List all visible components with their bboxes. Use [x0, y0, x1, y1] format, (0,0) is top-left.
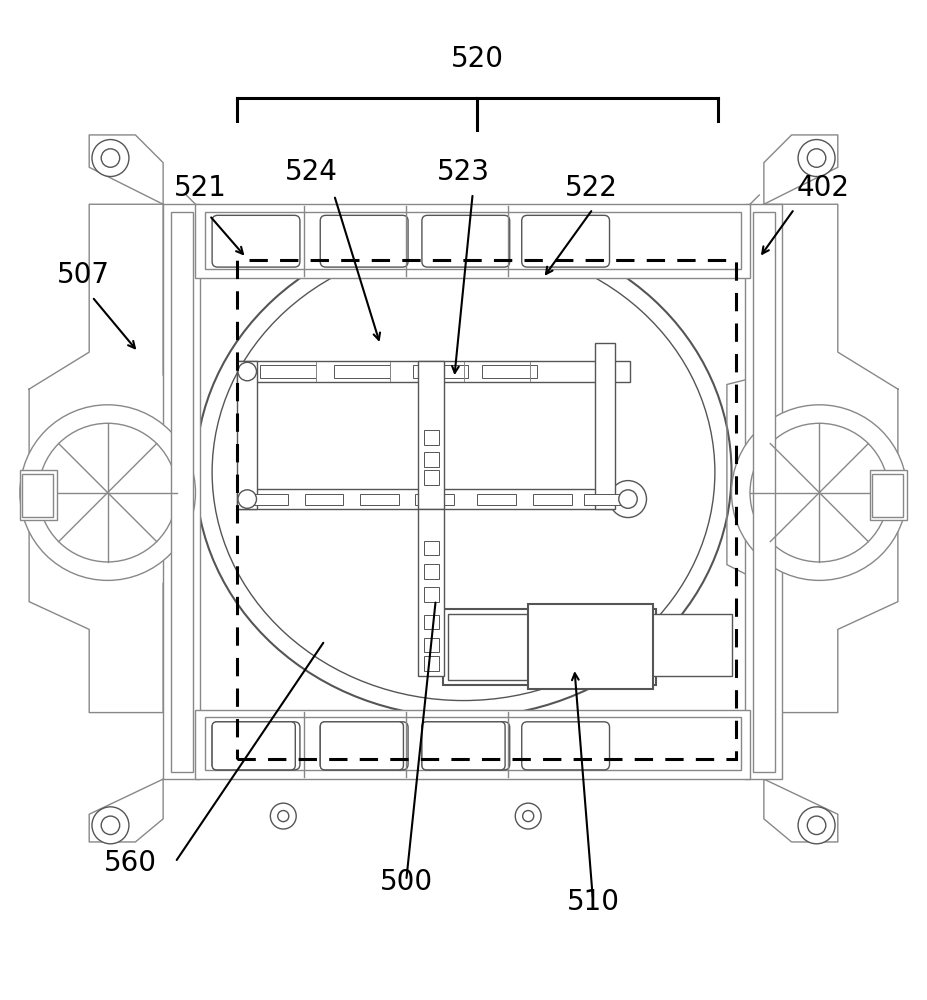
FancyBboxPatch shape — [212, 722, 296, 770]
Polygon shape — [764, 135, 838, 204]
Bar — [872, 474, 904, 517]
Circle shape — [19, 405, 196, 580]
Bar — [753, 212, 775, 772]
Text: 560: 560 — [104, 849, 158, 877]
Bar — [415, 494, 454, 505]
Bar — [424, 452, 438, 467]
Bar — [424, 638, 438, 652]
Bar — [424, 541, 438, 555]
Polygon shape — [89, 135, 163, 204]
Circle shape — [807, 149, 826, 167]
Bar — [745, 204, 782, 779]
Polygon shape — [29, 204, 200, 713]
FancyBboxPatch shape — [422, 722, 505, 770]
Bar — [477, 494, 516, 505]
FancyBboxPatch shape — [212, 215, 300, 267]
Text: 521: 521 — [173, 174, 226, 202]
FancyBboxPatch shape — [320, 722, 408, 770]
Bar — [413, 365, 468, 378]
Bar — [334, 365, 389, 378]
Circle shape — [515, 803, 541, 829]
Bar — [360, 494, 399, 505]
Bar — [482, 365, 538, 378]
Ellipse shape — [212, 244, 715, 701]
Circle shape — [618, 490, 637, 508]
FancyBboxPatch shape — [320, 215, 408, 267]
Circle shape — [610, 481, 646, 518]
Polygon shape — [89, 779, 163, 842]
Bar — [260, 365, 315, 378]
Text: 500: 500 — [380, 868, 433, 896]
Text: 520: 520 — [451, 45, 504, 73]
Bar — [249, 494, 288, 505]
Bar — [237, 361, 629, 382]
Bar — [584, 494, 622, 505]
Polygon shape — [764, 779, 838, 842]
Text: 510: 510 — [566, 888, 619, 916]
Bar — [305, 494, 343, 505]
Bar — [424, 656, 438, 671]
Circle shape — [731, 405, 908, 580]
Circle shape — [92, 140, 129, 177]
Bar — [424, 470, 438, 485]
Text: 402: 402 — [796, 174, 849, 202]
Bar — [424, 615, 438, 629]
Bar — [533, 494, 572, 505]
Bar — [205, 212, 741, 269]
Circle shape — [238, 490, 257, 508]
Bar — [205, 717, 741, 770]
Circle shape — [238, 362, 257, 381]
Circle shape — [38, 423, 177, 562]
Text: 524: 524 — [285, 158, 337, 186]
Bar — [424, 430, 438, 445]
Bar — [19, 470, 57, 520]
Circle shape — [523, 811, 534, 822]
Bar — [595, 343, 616, 509]
Bar — [418, 361, 444, 509]
Bar — [448, 614, 651, 680]
Bar — [648, 614, 731, 676]
Bar — [424, 587, 438, 602]
FancyBboxPatch shape — [522, 722, 610, 770]
Bar — [418, 509, 444, 676]
Bar — [443, 609, 655, 685]
Bar — [870, 470, 908, 520]
FancyBboxPatch shape — [320, 722, 403, 770]
Circle shape — [92, 807, 129, 844]
Bar — [163, 204, 200, 779]
Bar — [21, 474, 53, 517]
Circle shape — [101, 816, 120, 835]
Bar — [196, 204, 750, 278]
Circle shape — [750, 423, 889, 562]
FancyBboxPatch shape — [422, 722, 510, 770]
Circle shape — [807, 816, 826, 835]
Circle shape — [278, 811, 289, 822]
FancyBboxPatch shape — [522, 215, 610, 267]
FancyBboxPatch shape — [212, 722, 300, 770]
Bar — [424, 564, 438, 579]
Bar — [237, 489, 629, 509]
Circle shape — [798, 140, 835, 177]
Text: 522: 522 — [565, 174, 617, 202]
Bar — [171, 212, 193, 772]
Polygon shape — [727, 204, 898, 713]
Bar — [237, 361, 258, 509]
FancyBboxPatch shape — [422, 215, 510, 267]
Bar — [237, 260, 736, 759]
Bar — [528, 604, 653, 689]
Ellipse shape — [196, 227, 731, 717]
Circle shape — [271, 803, 297, 829]
Circle shape — [101, 149, 120, 167]
Bar — [196, 710, 750, 779]
Text: 507: 507 — [57, 261, 109, 289]
Circle shape — [798, 807, 835, 844]
Text: 523: 523 — [437, 158, 490, 186]
